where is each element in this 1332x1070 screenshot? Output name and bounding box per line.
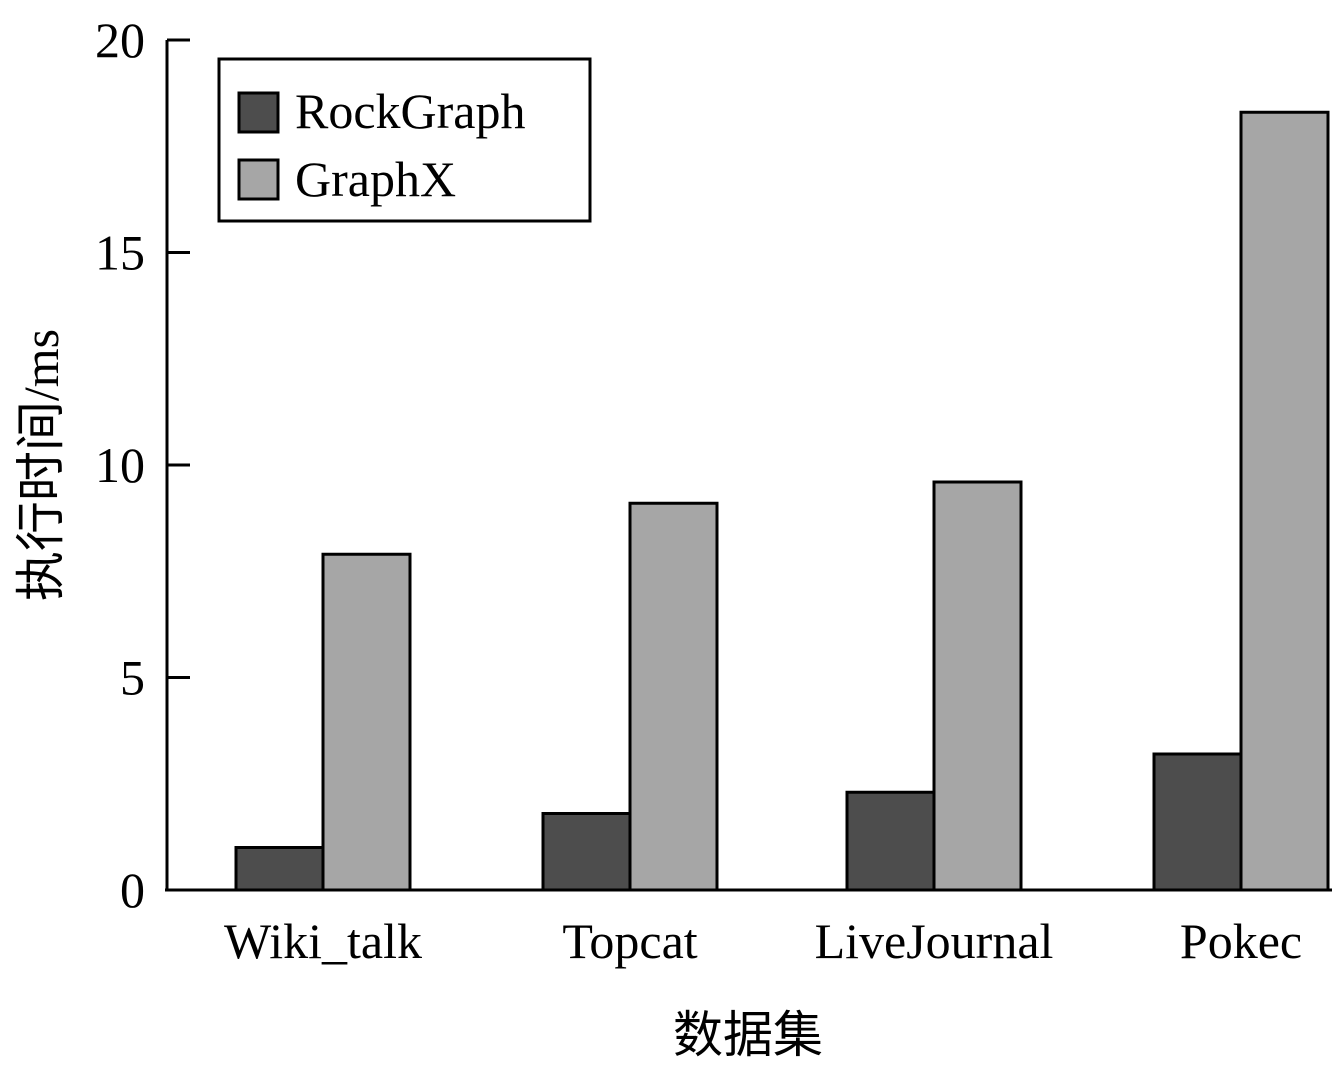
- y-tick-label: 10: [95, 437, 145, 493]
- bar-rockgraph-pokec: [1152, 752, 1243, 892]
- bars-group: [234, 110, 1330, 892]
- bar-graphx-topcat: [628, 501, 719, 892]
- x-axis-title: 数据集: [673, 1007, 823, 1063]
- legend-label-graphx: GraphX: [295, 151, 456, 207]
- bar-graphx-pokec: [1239, 110, 1330, 892]
- legend-frame: [217, 57, 592, 223]
- legend-swatch-rockgraph: [237, 91, 280, 134]
- legend: RockGraph GraphX: [217, 57, 592, 223]
- bar-graphx-wiki_talk: [321, 552, 412, 892]
- y-tick-label: 20: [95, 12, 145, 68]
- y-tick-label: 0: [120, 862, 145, 918]
- bar-rockgraph-livejournal: [845, 790, 936, 892]
- y-ticks-group: 0 5 10 15 20: [95, 12, 190, 918]
- x-tick-label: Wiki_talk: [224, 913, 422, 969]
- bar-rockgraph-wiki_talk: [234, 846, 325, 892]
- bar-graphx-livejournal: [932, 480, 1023, 892]
- legend-swatch-graphx: [237, 158, 280, 201]
- x-tick-label: Pokec: [1180, 913, 1302, 969]
- x-tick-labels-group: Wiki_talk Topcat LiveJournal Pokec: [224, 913, 1302, 969]
- bar-rockgraph-topcat: [541, 812, 632, 892]
- x-tick-label: Topcat: [562, 913, 697, 969]
- x-tick-label: LiveJournal: [815, 913, 1054, 969]
- y-tick-label: 5: [120, 650, 145, 706]
- y-axis-title: 执行时间/ms: [13, 329, 69, 601]
- y-tick-label: 15: [95, 225, 145, 281]
- legend-label-rockgraph: RockGraph: [295, 83, 526, 139]
